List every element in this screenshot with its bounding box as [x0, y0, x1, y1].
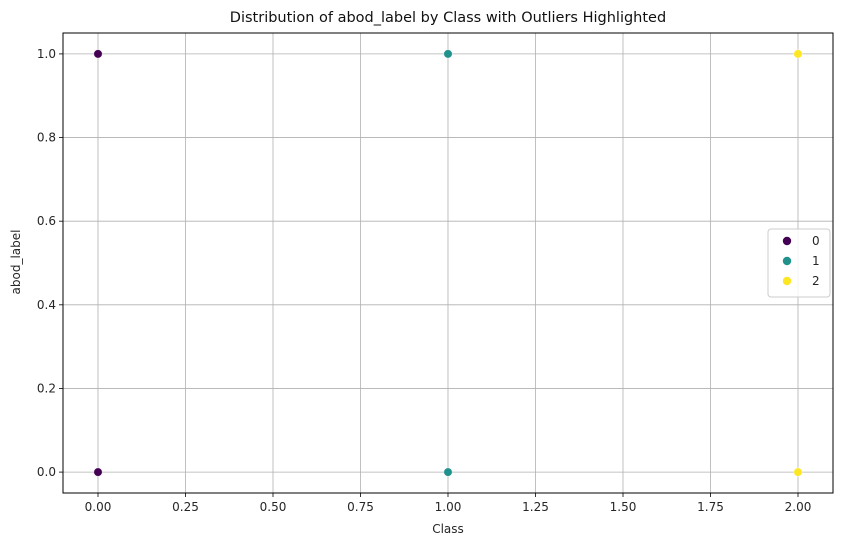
x-axis-label: Class [432, 522, 464, 536]
y-tick-label: 0.4 [37, 298, 56, 312]
legend-label: 0 [812, 234, 820, 248]
data-point [443, 467, 453, 477]
y-tick-label: 1.0 [37, 47, 56, 61]
x-tick-label: 0.25 [172, 500, 199, 514]
y-axis-ticks: 0.0 0.2 0.4 0.6 0.8 1.0 [37, 47, 63, 479]
legend-box [767, 228, 831, 298]
data-point [793, 467, 803, 477]
y-tick-label: 0.6 [37, 214, 56, 228]
x-tick-label: 2.00 [785, 500, 812, 514]
y-tick-label: 0.0 [37, 465, 56, 479]
x-tick-label: 0.00 [85, 500, 112, 514]
legend: 0 1 2 [767, 228, 831, 298]
data-point [93, 467, 103, 477]
grid-lines [63, 33, 833, 493]
data-points [93, 49, 803, 477]
y-axis-label: abod_label [9, 230, 23, 295]
legend-marker [782, 236, 792, 246]
y-tick-label: 0.8 [37, 131, 56, 145]
x-tick-label: 1.50 [610, 500, 637, 514]
legend-label: 1 [812, 254, 820, 268]
data-point [793, 49, 803, 59]
legend-marker [782, 256, 792, 266]
x-tick-label: 0.75 [347, 500, 374, 514]
legend-marker [782, 276, 792, 286]
data-point [93, 49, 103, 59]
x-axis-ticks: 0.00 0.25 0.50 0.75 1.00 1.25 1.50 1.75 2.00 [85, 493, 812, 514]
y-tick-label: 0.2 [37, 381, 56, 395]
x-tick-label: 1.00 [435, 500, 462, 514]
x-tick-label: 1.25 [522, 500, 549, 514]
chart-title: Distribution of abod_label by Class with… [230, 10, 666, 26]
legend-label: 2 [812, 274, 820, 288]
x-tick-label: 1.75 [697, 500, 724, 514]
data-point [443, 49, 453, 59]
x-tick-label: 0.50 [260, 500, 287, 514]
